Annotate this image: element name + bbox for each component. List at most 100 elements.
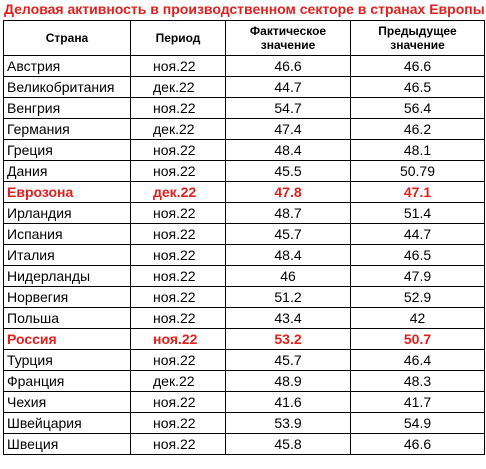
cell-country: Нидерланды: [3, 265, 131, 287]
table-row: Россия ноя.22 53.2 50.7: [3, 328, 485, 350]
header-previous: Предыдущее значение: [350, 20, 485, 56]
cell-previous: 46.2: [350, 118, 485, 140]
cell-country: Польша: [3, 307, 131, 329]
table-row: Норвегия ноя.22 51.2 52.9: [3, 286, 485, 308]
cell-previous: 50.79: [350, 160, 485, 182]
cell-previous: 42: [350, 307, 485, 329]
table-row: Ирландия ноя.22 48.7 51.4: [3, 202, 485, 224]
cell-actual: 48.7: [225, 202, 351, 224]
cell-period: дек.22: [130, 181, 226, 203]
cell-country: Чехия: [3, 391, 131, 413]
cell-period: ноя.22: [130, 328, 226, 350]
table-row: Австрия ноя.22 46.6 46.6: [3, 55, 485, 77]
cell-previous: 47.1: [350, 181, 485, 203]
cell-period: ноя.22: [130, 349, 226, 371]
cell-previous: 46.6: [350, 55, 485, 77]
table-row: Польша ноя.22 43.4 42: [3, 307, 485, 329]
cell-previous: 46.5: [350, 244, 485, 266]
cell-actual: 48.4: [225, 244, 351, 266]
cell-country: Австрия: [3, 55, 131, 77]
cell-actual: 45.7: [225, 223, 351, 245]
cell-previous: 48.3: [350, 370, 485, 392]
table-row: Великобритания дек.22 44.7 46.5: [3, 76, 485, 98]
table-row: Еврозона дек.22 47.8 47.1: [3, 181, 485, 203]
cell-previous: 46.5: [350, 76, 485, 98]
cell-actual: 44.7: [225, 76, 351, 98]
cell-country: Испания: [3, 223, 131, 245]
table-row: Нидерланды ноя.22 46 47.9: [3, 265, 485, 287]
cell-country: Швейцария: [3, 412, 131, 434]
cell-country: Дания: [3, 160, 131, 182]
cell-actual: 47.4: [225, 118, 351, 140]
table-row: Германия дек.22 47.4 46.2: [3, 118, 485, 140]
cell-country: Великобритания: [3, 76, 131, 98]
cell-period: ноя.22: [130, 265, 226, 287]
cell-period: дек.22: [130, 118, 226, 140]
cell-actual: 47.8: [225, 181, 351, 203]
pmi-table: Страна Период Фактическое значение Преды…: [3, 20, 485, 455]
cell-period: ноя.22: [130, 55, 226, 77]
cell-period: ноя.22: [130, 202, 226, 224]
cell-country: Италия: [3, 244, 131, 266]
cell-previous: 47.9: [350, 265, 485, 287]
cell-actual: 53.9: [225, 412, 351, 434]
cell-previous: 48.1: [350, 139, 485, 161]
cell-previous: 54.9: [350, 412, 485, 434]
cell-period: ноя.22: [130, 139, 226, 161]
cell-period: ноя.22: [130, 412, 226, 434]
cell-actual: 45.8: [225, 433, 351, 455]
cell-period: ноя.22: [130, 307, 226, 329]
cell-previous: 44.7: [350, 223, 485, 245]
cell-country: Греция: [3, 139, 131, 161]
cell-period: ноя.22: [130, 223, 226, 245]
table-row: Франция дек.22 48.9 48.3: [3, 370, 485, 392]
table-row: Италия ноя.22 48.4 46.5: [3, 244, 485, 266]
cell-period: ноя.22: [130, 391, 226, 413]
cell-actual: 51.2: [225, 286, 351, 308]
table-title: Деловая активность в производственном се…: [4, 1, 485, 17]
cell-period: ноя.22: [130, 433, 226, 455]
cell-country: Россия: [3, 328, 131, 350]
cell-period: дек.22: [130, 370, 226, 392]
cell-actual: 46: [225, 265, 351, 287]
cell-actual: 53.2: [225, 328, 351, 350]
header-row: Страна Период Фактическое значение Преды…: [3, 20, 485, 56]
header-period: Период: [130, 20, 226, 56]
cell-country: Норвегия: [3, 286, 131, 308]
cell-country: Турция: [3, 349, 131, 371]
table-row: Швеция ноя.22 45.8 46.6: [3, 433, 485, 455]
table-row: Греция ноя.22 48.4 48.1: [3, 139, 485, 161]
cell-previous: 46.4: [350, 349, 485, 371]
header-country: Страна: [3, 20, 131, 56]
cell-previous: 51.4: [350, 202, 485, 224]
cell-period: ноя.22: [130, 286, 226, 308]
cell-previous: 50.7: [350, 328, 485, 350]
cell-country: Германия: [3, 118, 131, 140]
cell-period: дек.22: [130, 76, 226, 98]
header-actual: Фактическое значение: [225, 20, 351, 56]
cell-actual: 48.4: [225, 139, 351, 161]
cell-actual: 45.5: [225, 160, 351, 182]
cell-country: Швеция: [3, 433, 131, 455]
cell-previous: 52.9: [350, 286, 485, 308]
table-row: Испания ноя.22 45.7 44.7: [3, 223, 485, 245]
cell-actual: 46.6: [225, 55, 351, 77]
table-row: Швейцария ноя.22 53.9 54.9: [3, 412, 485, 434]
table-row: Венгрия ноя.22 54.7 56.4: [3, 97, 485, 119]
cell-period: ноя.22: [130, 97, 226, 119]
cell-previous: 46.6: [350, 433, 485, 455]
cell-period: ноя.22: [130, 244, 226, 266]
cell-previous: 41.7: [350, 391, 485, 413]
cell-period: ноя.22: [130, 160, 226, 182]
cell-actual: 48.9: [225, 370, 351, 392]
cell-actual: 43.4: [225, 307, 351, 329]
cell-country: Франция: [3, 370, 131, 392]
cell-previous: 56.4: [350, 97, 485, 119]
table-body: Австрия ноя.22 46.6 46.6 Великобритания дек.2…: [3, 55, 485, 455]
cell-actual: 45.7: [225, 349, 351, 371]
cell-actual: 54.7: [225, 97, 351, 119]
cell-country: Еврозона: [3, 181, 131, 203]
cell-country: Ирландия: [3, 202, 131, 224]
cell-country: Венгрия: [3, 97, 131, 119]
